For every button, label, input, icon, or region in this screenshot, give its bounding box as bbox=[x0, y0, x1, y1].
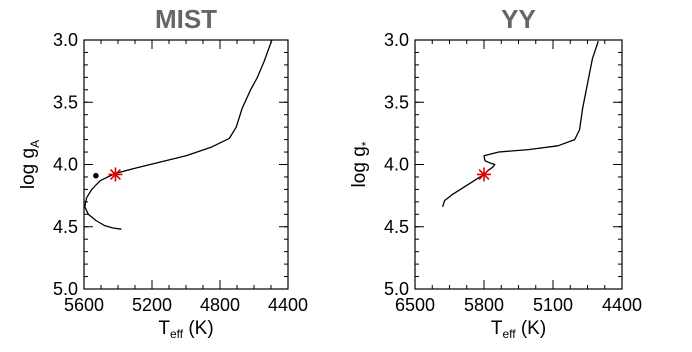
chart-title: YY bbox=[501, 4, 536, 34]
star-marker bbox=[477, 167, 491, 182]
dot-marker bbox=[93, 172, 99, 179]
x-tick-label: 5100 bbox=[533, 295, 573, 315]
y-tick-label: 4.5 bbox=[384, 217, 409, 237]
star-marker bbox=[108, 167, 123, 182]
y-tick-label: 3.5 bbox=[384, 92, 409, 112]
x-tick-label: 4800 bbox=[200, 295, 240, 315]
track-line bbox=[441, 40, 599, 207]
x-tick-label: 4400 bbox=[268, 295, 308, 315]
chart-title: MIST bbox=[155, 4, 217, 34]
y-axis-label: log gA bbox=[18, 140, 42, 189]
y-tick-label: 4.5 bbox=[53, 217, 78, 237]
x-tick-label: 5200 bbox=[132, 295, 172, 315]
x-tick-label: 6500 bbox=[395, 295, 435, 315]
x-axis-label: Teff (K) bbox=[158, 318, 213, 341]
x-axis-label: Teff (K) bbox=[491, 318, 546, 341]
x-tick-label: 4400 bbox=[602, 295, 642, 315]
x-tick-label: 5600 bbox=[64, 295, 104, 315]
y-tick-label: 3.0 bbox=[384, 30, 409, 50]
y-axis-label: log g* bbox=[349, 141, 373, 187]
x-tick-label: 5800 bbox=[464, 295, 504, 315]
y-tick-label: 5.0 bbox=[384, 279, 409, 299]
track-line bbox=[84, 39, 273, 230]
y-tick-label: 3.0 bbox=[53, 30, 78, 50]
y-tick-label: 4.0 bbox=[53, 155, 78, 175]
y-tick-label: 5.0 bbox=[53, 279, 78, 299]
y-tick-label: 3.5 bbox=[53, 92, 78, 112]
y-tick-label: 4.0 bbox=[384, 155, 409, 175]
plot-frame bbox=[414, 39, 623, 290]
